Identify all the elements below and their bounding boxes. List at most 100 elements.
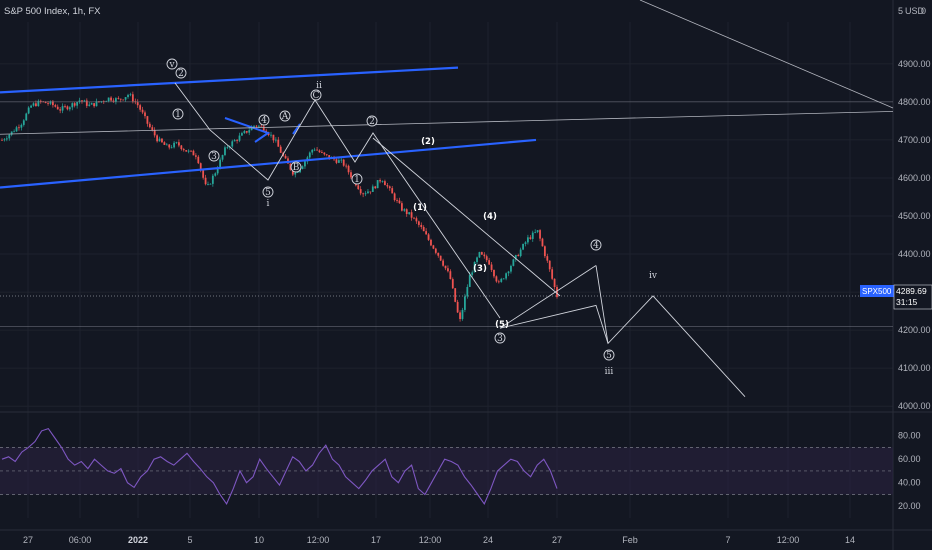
wave-label-4-major-text: 4 bbox=[593, 241, 599, 251]
candle-body bbox=[73, 103, 76, 106]
wave-label-2-text: 2 bbox=[178, 69, 184, 79]
candle-body bbox=[398, 200, 401, 204]
candle-body bbox=[178, 142, 180, 146]
candle-body bbox=[15, 127, 18, 132]
candle-body bbox=[464, 296, 466, 310]
candle-body bbox=[505, 273, 508, 279]
price-tick-label: 4600.00 bbox=[898, 173, 931, 183]
wave-label-4-major-circle bbox=[590, 239, 602, 251]
candle-body bbox=[497, 281, 500, 283]
candle-body bbox=[100, 101, 103, 103]
wave-label-5-major: 5 bbox=[603, 349, 615, 361]
triangle-trendline bbox=[224, 117, 271, 143]
candle-body bbox=[461, 309, 464, 319]
candle-body bbox=[311, 149, 314, 153]
candle-body bbox=[527, 237, 529, 243]
candle-body bbox=[90, 103, 93, 105]
drawings-layer bbox=[0, 0, 894, 398]
price-tick-label: 4200.00 bbox=[898, 325, 931, 335]
candle-body bbox=[512, 259, 515, 266]
time-tick-label: 12:00 bbox=[307, 535, 330, 545]
rsi-tick-label: 60.00 bbox=[898, 454, 921, 464]
candle-body bbox=[272, 134, 275, 141]
candle-body bbox=[466, 286, 469, 297]
candle-body bbox=[493, 269, 495, 277]
candle-body bbox=[131, 94, 134, 102]
candle-body bbox=[342, 159, 345, 166]
candle-body bbox=[434, 248, 437, 253]
time-tick-label: 27 bbox=[552, 535, 562, 545]
candle-body bbox=[245, 131, 248, 133]
candle-body bbox=[294, 172, 297, 175]
time-tick-label: 27 bbox=[23, 535, 33, 545]
triangle-trendline bbox=[292, 123, 301, 135]
candle-body bbox=[451, 279, 454, 289]
candle-body bbox=[369, 191, 372, 193]
rsi-tick-label: 80.00 bbox=[898, 431, 921, 441]
countdown-badge: 31:15 bbox=[896, 297, 918, 307]
candle-body bbox=[316, 149, 318, 151]
wave-projection-line bbox=[372, 137, 561, 297]
price-tick-label: 4000.00 bbox=[898, 401, 931, 411]
candle-body bbox=[78, 100, 81, 102]
candle-body bbox=[107, 97, 110, 102]
candle-body bbox=[71, 103, 74, 108]
candle-body bbox=[54, 105, 57, 107]
candle-body bbox=[22, 120, 25, 125]
candle-body bbox=[236, 140, 238, 141]
candle-body bbox=[454, 288, 457, 302]
wave-label-4-major: 4 bbox=[590, 239, 602, 251]
price-tick-label: 4700.00 bbox=[898, 135, 931, 145]
candle-body bbox=[151, 127, 154, 130]
candle-body bbox=[548, 260, 551, 270]
candle-body bbox=[304, 161, 306, 167]
candle-body bbox=[49, 101, 52, 104]
price-badge-value: 4289.69 bbox=[896, 286, 927, 296]
time-tick-label: 06:00 bbox=[69, 535, 92, 545]
candle-body bbox=[187, 150, 190, 152]
candle-body bbox=[221, 155, 224, 160]
price-badge-bg bbox=[893, 284, 932, 310]
candle-body bbox=[20, 124, 23, 128]
candle-body bbox=[340, 159, 343, 161]
candle-body bbox=[233, 140, 236, 142]
wave-label-p2: (2) bbox=[421, 137, 435, 147]
wave-label-1-minor: 1 bbox=[351, 173, 363, 185]
candle-body bbox=[367, 191, 369, 194]
candle-body bbox=[214, 173, 217, 176]
rsi-line bbox=[1, 427, 558, 506]
candle-body bbox=[430, 239, 432, 246]
rsi-tick-label: 40.00 bbox=[898, 478, 921, 488]
candle-body bbox=[148, 123, 151, 128]
candle-body bbox=[541, 238, 544, 247]
candle-body bbox=[447, 268, 449, 272]
candle-body bbox=[345, 165, 348, 167]
candle-body bbox=[347, 165, 350, 173]
wave-label-v-text: v bbox=[168, 60, 175, 70]
candle-body bbox=[546, 256, 549, 261]
candle-body bbox=[415, 218, 418, 222]
candle-body bbox=[35, 103, 37, 107]
candle-body bbox=[224, 147, 226, 156]
candle-body bbox=[93, 103, 95, 107]
candle-body bbox=[182, 149, 185, 151]
candle-body bbox=[507, 271, 510, 274]
wave-label-3-text: 3 bbox=[211, 152, 217, 162]
candle-body bbox=[124, 97, 127, 100]
wave-label-a-text: A bbox=[281, 112, 289, 122]
candle-body bbox=[553, 278, 556, 288]
candle-body bbox=[437, 252, 440, 256]
candle-body bbox=[359, 189, 362, 194]
candle-body bbox=[44, 101, 47, 104]
candle-body bbox=[146, 116, 149, 124]
candle-body bbox=[163, 142, 166, 145]
candle-body bbox=[204, 177, 207, 185]
candle-body bbox=[473, 262, 476, 273]
candle-body bbox=[456, 301, 459, 313]
rsi-tick-label: 20.00 bbox=[898, 501, 921, 511]
time-tick-label: 2022 bbox=[128, 535, 148, 545]
candle-body bbox=[10, 131, 13, 135]
candle-body bbox=[51, 101, 54, 106]
candle-body bbox=[391, 188, 394, 194]
